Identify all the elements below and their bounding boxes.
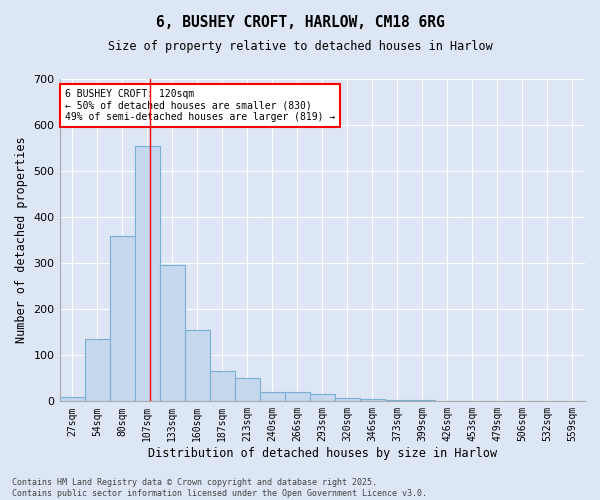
- Text: 6, BUSHEY CROFT, HARLOW, CM18 6RG: 6, BUSHEY CROFT, HARLOW, CM18 6RG: [155, 15, 445, 30]
- Bar: [410, 400, 435, 402]
- Y-axis label: Number of detached properties: Number of detached properties: [15, 137, 28, 344]
- X-axis label: Distribution of detached houses by size in Harlow: Distribution of detached houses by size …: [148, 447, 497, 460]
- Bar: [185, 330, 209, 402]
- Bar: [335, 398, 360, 402]
- Bar: [385, 400, 410, 402]
- Bar: [110, 236, 134, 402]
- Bar: [160, 266, 185, 402]
- Bar: [285, 392, 310, 402]
- Bar: [235, 378, 260, 402]
- Text: Size of property relative to detached houses in Harlow: Size of property relative to detached ho…: [107, 40, 493, 53]
- Bar: [260, 392, 285, 402]
- Text: Contains HM Land Registry data © Crown copyright and database right 2025.
Contai: Contains HM Land Registry data © Crown c…: [12, 478, 427, 498]
- Bar: [59, 396, 85, 402]
- Text: 6 BUSHEY CROFT: 120sqm
← 50% of detached houses are smaller (830)
49% of semi-de: 6 BUSHEY CROFT: 120sqm ← 50% of detached…: [65, 88, 335, 122]
- Bar: [85, 339, 110, 402]
- Bar: [134, 146, 160, 402]
- Bar: [209, 372, 235, 402]
- Bar: [360, 399, 385, 402]
- Bar: [310, 394, 335, 402]
